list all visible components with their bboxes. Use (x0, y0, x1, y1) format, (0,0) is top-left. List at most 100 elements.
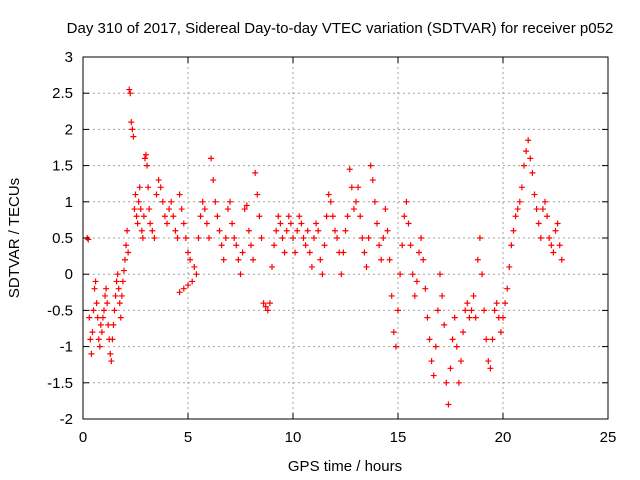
data-point (110, 321, 117, 328)
data-point (371, 198, 378, 205)
data-point (146, 206, 153, 213)
data-point (264, 307, 271, 314)
data-point (302, 242, 309, 249)
data-point (144, 162, 151, 169)
data-point (95, 336, 102, 343)
data-point (338, 271, 345, 278)
data-point (468, 307, 475, 314)
data-point (112, 292, 119, 299)
data-point (126, 86, 133, 93)
data-point (104, 300, 111, 307)
data-point (386, 256, 393, 263)
data-point (116, 300, 123, 307)
data-point (133, 213, 140, 220)
data-point (254, 191, 261, 198)
data-point (539, 206, 546, 213)
data-point (147, 220, 154, 227)
data-point (151, 235, 158, 241)
data-point (85, 236, 92, 243)
data-point (535, 220, 542, 227)
data-point (449, 336, 456, 343)
data-point (233, 242, 240, 249)
data-point (210, 177, 217, 184)
data-point (182, 235, 189, 241)
data-point (409, 271, 416, 278)
y-tick-label: 1.5 (52, 158, 73, 175)
data-point (462, 307, 469, 314)
data-point (458, 358, 464, 365)
data-point (89, 329, 96, 336)
data-point (548, 242, 555, 249)
data-point (554, 220, 561, 227)
data-point (250, 256, 257, 263)
data-point (201, 206, 208, 213)
data-point (378, 256, 385, 263)
data-point (114, 271, 121, 278)
data-point (174, 235, 181, 241)
data-point (185, 249, 191, 256)
data-point (220, 256, 227, 263)
data-point (139, 235, 146, 241)
x-tick-labels: 0 5 10 15 20 25 (79, 429, 617, 446)
data-point (510, 227, 517, 234)
data-point (527, 155, 534, 162)
data-point (130, 133, 137, 140)
y-tick-labels: -2 -1.5 -1 -0.5 0 0.5 1 1.5 2 2.5 3 (47, 49, 73, 428)
data-point (86, 314, 93, 321)
data-point (222, 235, 229, 241)
y-tick-label: 2 (65, 121, 73, 138)
data-point (546, 235, 553, 241)
data-point (397, 271, 404, 278)
data-point (260, 300, 267, 307)
data-point (115, 285, 122, 292)
data-point (422, 285, 429, 292)
axis-ticks (82, 56, 609, 420)
data-point (239, 249, 246, 256)
data-point (149, 227, 156, 234)
data-point (521, 162, 527, 169)
data-point (311, 235, 317, 241)
data-point (87, 336, 94, 343)
y-axis-label: SDTVAR / TECUs (6, 178, 23, 298)
data-point (170, 213, 177, 220)
data-point (332, 227, 338, 234)
data-point (413, 278, 420, 285)
data-point (384, 227, 391, 234)
y-tick-label: 1 (65, 194, 73, 211)
data-point (350, 206, 357, 213)
data-point (395, 307, 401, 314)
data-point (189, 278, 196, 285)
data-point (340, 249, 347, 256)
data-point (426, 336, 433, 343)
data-point (248, 242, 254, 249)
data-point (135, 198, 142, 205)
data-point (193, 271, 200, 278)
data-point (355, 184, 362, 191)
data-point (122, 256, 128, 263)
data-point (466, 314, 473, 321)
data-point (300, 235, 307, 241)
data-point (407, 242, 414, 249)
data-point (424, 314, 431, 321)
data-point (348, 184, 355, 191)
x-tick-label: 5 (184, 429, 192, 446)
data-point (176, 289, 183, 296)
data-point (550, 249, 557, 256)
data-point (97, 321, 104, 328)
data-point (191, 263, 198, 270)
data-point (418, 235, 425, 241)
data-point (443, 379, 450, 386)
data-point (508, 242, 515, 249)
data-point (523, 148, 530, 155)
data-point (199, 198, 206, 205)
data-point (428, 358, 435, 365)
data-point (214, 213, 221, 220)
data-point (88, 350, 95, 357)
data-point (235, 256, 242, 263)
data-point (266, 300, 273, 307)
data-point (430, 372, 437, 379)
data-point (353, 198, 359, 205)
data-point (187, 256, 194, 263)
data-point (103, 285, 110, 292)
data-point (166, 206, 173, 213)
